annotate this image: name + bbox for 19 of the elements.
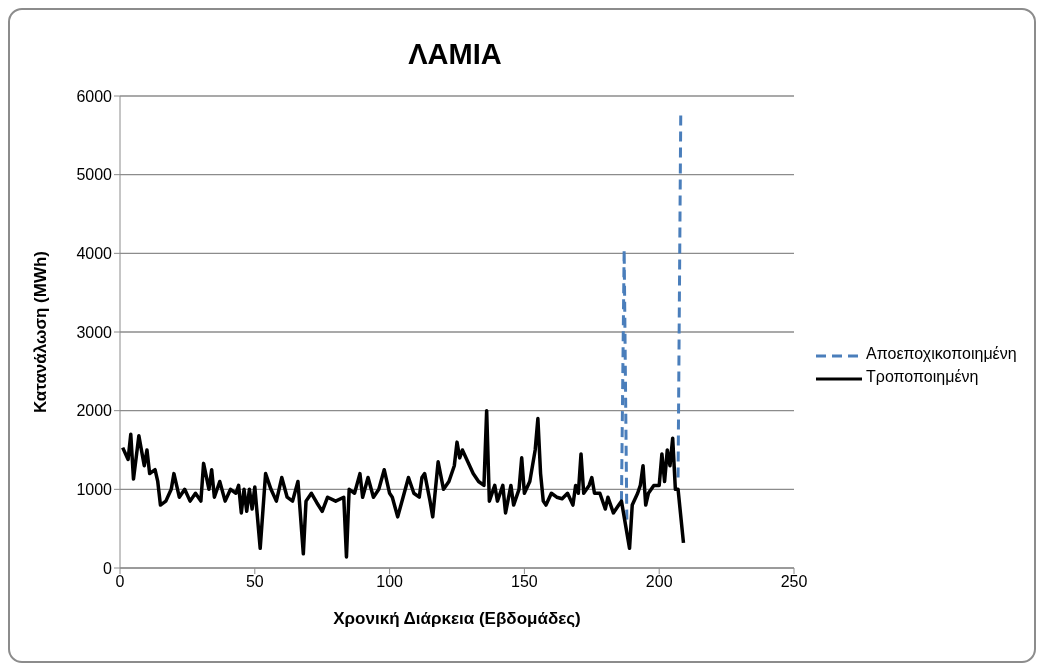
line-series: [120, 408, 686, 559]
y-tick-label: 4000: [76, 245, 113, 263]
legend-label: Τροποποιημένη: [866, 368, 979, 386]
x-tick-label: 100: [376, 573, 404, 591]
x-tick-label: 50: [245, 573, 264, 591]
x-axis-title: Χρονική Διάρκεια (Εβδομάδες): [333, 609, 581, 628]
x-tick-label: 150: [511, 573, 538, 591]
x-tick-label: 200: [645, 573, 673, 591]
x-tick-label: 250: [780, 573, 808, 591]
y-tick-label: 5000: [76, 166, 113, 184]
y-axis-title: Κατανάλωση (MWh): [31, 250, 51, 414]
x-tick-label: 0: [115, 573, 125, 591]
y-tick-label: 1000: [76, 481, 113, 499]
y-tick-label: 2000: [76, 402, 113, 420]
y-tick-label: 3000: [76, 323, 113, 341]
y-tick-label: 6000: [76, 87, 113, 105]
y-tick-label: 0: [103, 559, 113, 577]
chart-title: ΛΑΜΙΑ: [407, 38, 503, 71]
legend-label: Αποεποχικοποιημένη: [866, 345, 1017, 363]
